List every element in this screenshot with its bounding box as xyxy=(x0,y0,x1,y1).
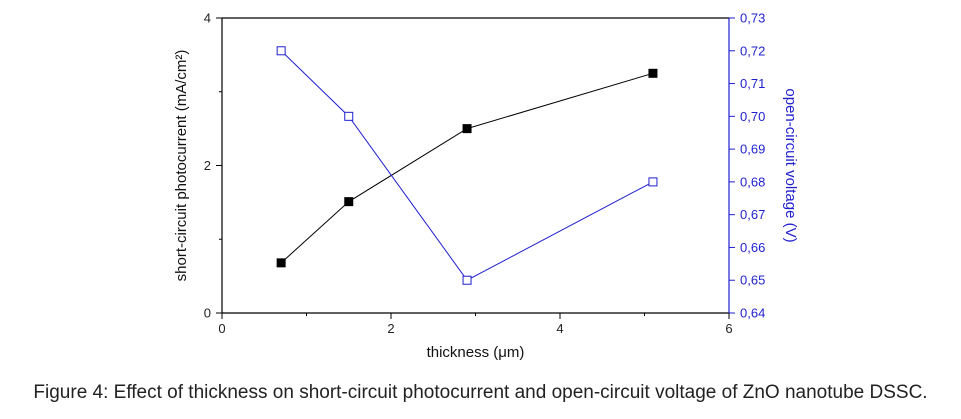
data-point-open-square xyxy=(462,275,472,285)
x-tick-label: 6 xyxy=(725,321,732,336)
series-line-left xyxy=(280,72,654,264)
chart-axes: 0 2 4 6 0 2 4 0,64 0,65 0,66 0,67 0,68 0,69 0,70 0,71 0… xyxy=(173,11,799,362)
data-point-filled-square xyxy=(276,258,286,268)
y-axis-title: short-circuit photocurrent (mA/cm²) xyxy=(173,50,190,282)
y2-tick-label: 0,69 xyxy=(740,142,765,157)
data-point-open-square xyxy=(648,177,658,187)
x-tick-label: 0 xyxy=(218,321,225,336)
y2-tick-label: 0,70 xyxy=(740,109,765,124)
y-tick-label: 0 xyxy=(204,306,211,321)
data-point-filled-square xyxy=(344,197,354,207)
data-point-open-square xyxy=(276,46,286,56)
y2-tick-label: 0,65 xyxy=(740,273,765,288)
y2-tick-label: 0,67 xyxy=(740,207,765,222)
x-tick-label: 2 xyxy=(387,321,394,336)
figure-caption: Figure 4: Effect of thickness on short-c… xyxy=(33,382,928,403)
y2-axis-title: open-circuit voltage (V) xyxy=(782,88,799,242)
y2-tick-label: 0,68 xyxy=(740,174,765,189)
data-point-filled-square xyxy=(648,68,658,78)
y-tick-label: 4 xyxy=(204,11,211,26)
y-tick-label: 2 xyxy=(204,158,211,173)
x-tick-label: 4 xyxy=(556,321,563,336)
y2-tick-label: 0,64 xyxy=(740,306,765,321)
y2-tick-label: 0,66 xyxy=(740,240,765,255)
x-axis-title: thickness (μm) xyxy=(427,344,525,361)
data-point-filled-square xyxy=(462,124,472,134)
y2-tick-label: 0,73 xyxy=(740,11,765,26)
chart-marks xyxy=(276,46,658,285)
data-point-open-square xyxy=(344,111,354,121)
y2-tick-label: 0,72 xyxy=(740,43,765,58)
series-line-right xyxy=(280,50,654,281)
y2-tick-label: 0,71 xyxy=(740,76,765,91)
